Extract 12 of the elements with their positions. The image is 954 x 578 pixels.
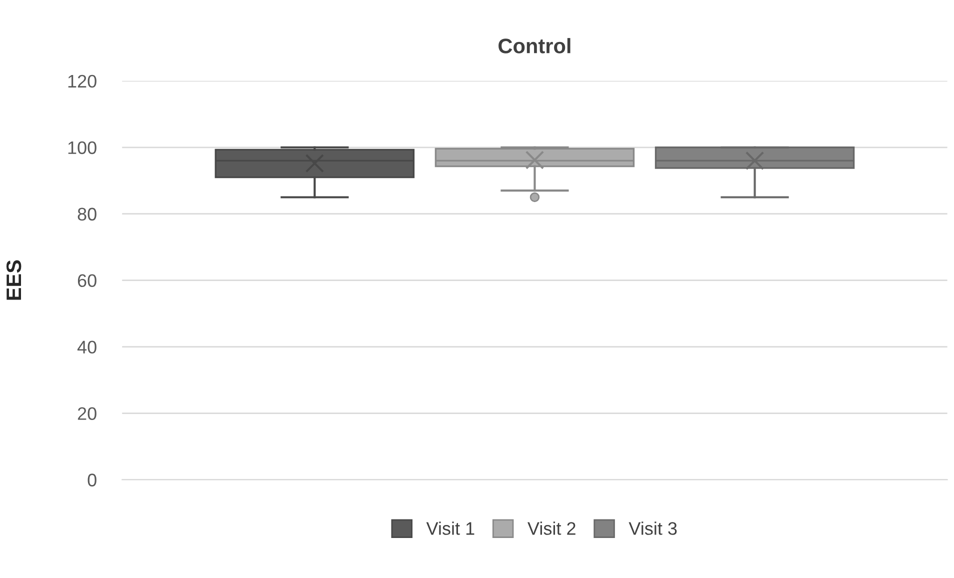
y-axis-title: EES (6, 260, 22, 300)
y-tick-label: 40 (77, 340, 96, 354)
y-tick-label: 0 (88, 474, 96, 486)
y-tick-label: 80 (78, 208, 96, 221)
legend-label: Visit 1 (426, 522, 474, 535)
y-tick-label: 20 (78, 407, 96, 420)
y-tick-label: 60 (78, 274, 96, 288)
chart-title: Control (498, 38, 570, 54)
legend-label: Visit 3 (628, 522, 677, 535)
y-tick-label: 100 (68, 141, 96, 154)
y-tick-label: 120 (68, 74, 96, 88)
legend-label: Visit 2 (528, 522, 576, 535)
